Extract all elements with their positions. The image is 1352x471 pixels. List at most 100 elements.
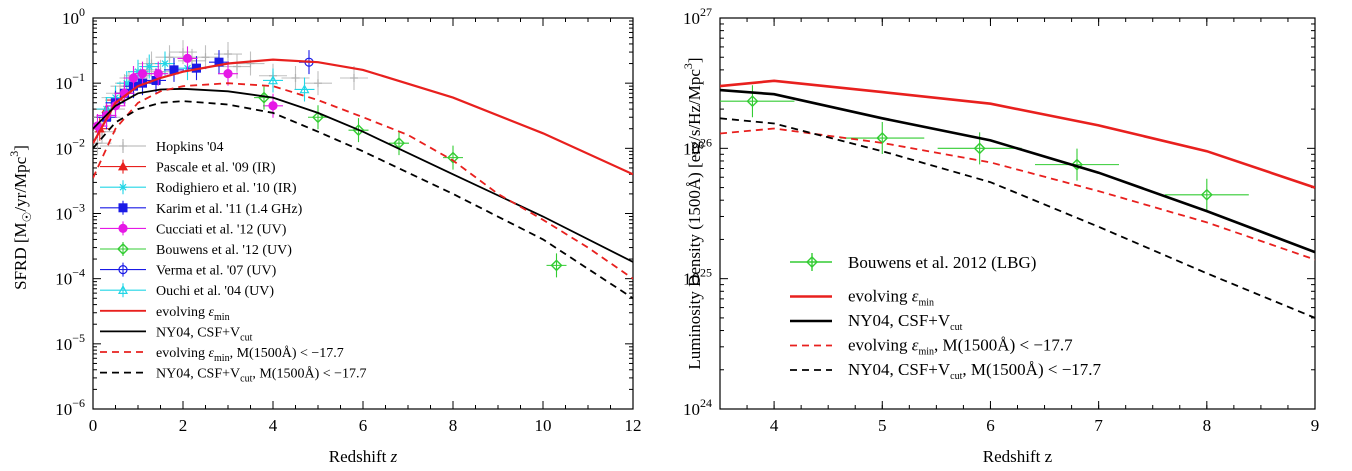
data-point	[314, 79, 322, 88]
data-point	[1071, 158, 1083, 171]
x-tick-label: 8	[449, 416, 458, 435]
legend-label: Rodighiero et al. '10 (IR)	[156, 181, 297, 196]
legend-errorbar	[100, 262, 146, 277]
sfrd-chart: 100 10−1 10−2 10−3 10−4 10−5 10−60 2 4 6 8 10 12 Reds…	[7, 5, 642, 466]
legend-label: evolving εmin	[156, 305, 230, 323]
data-point	[201, 53, 210, 62]
series-line	[93, 87, 633, 263]
x-tick-label: 10	[535, 416, 552, 435]
data-point	[128, 73, 139, 83]
legend-label: Verma et al. '07 (UV)	[156, 264, 277, 279]
legend-marker	[117, 243, 129, 255]
x-tick-label: 5	[878, 416, 887, 435]
series-line	[720, 127, 1315, 261]
data-point	[161, 59, 169, 68]
data-point	[134, 67, 142, 76]
legend-label: Pascale et al. '09 (IR)	[156, 161, 276, 176]
legend-label: Ouchi et al. '04 (UV)	[156, 284, 274, 299]
series-line	[720, 117, 1315, 319]
x-axis-label: Redshift z	[329, 447, 398, 466]
legend-label: evolving εmin, M(1500Å) < −17.7	[156, 345, 344, 364]
x-tick-label: 9	[1311, 416, 1320, 435]
x-tick-label: 4	[269, 416, 278, 435]
y-tick-label: 10−2	[55, 135, 85, 158]
legend-marker	[117, 284, 129, 294]
legend: Hopkins '04 Pascale et al. '09 (IR) Rodigh…	[100, 139, 367, 385]
legend-marker	[118, 265, 128, 275]
y-tick-label: 100	[62, 5, 85, 28]
series-line	[93, 100, 633, 300]
y-tick-label: 10−1	[55, 70, 85, 93]
legend-errorbar	[790, 253, 832, 271]
legend-label: NY04, CSF+Vcut	[156, 325, 253, 343]
x-axis-label: Redshift z	[983, 447, 1053, 466]
x-tick-label: 6	[359, 416, 368, 435]
y-tick-label: 1027	[683, 5, 712, 28]
y-tick-label: 10−4	[55, 266, 85, 289]
data-point	[350, 74, 358, 83]
x-tick-label: 12	[625, 416, 642, 435]
data-point	[447, 151, 459, 164]
error-bar	[1035, 148, 1119, 181]
x-tick-label: 7	[1094, 416, 1103, 435]
model-lines	[93, 58, 633, 300]
x-tick-label: 0	[89, 416, 98, 435]
error-bar	[1164, 178, 1249, 211]
x-tick-label: 6	[986, 416, 995, 435]
legend-label: evolving εmin	[848, 287, 934, 309]
y-tick-label: 1025	[683, 266, 712, 289]
legend-marker	[118, 223, 128, 233]
legend-label: Bouwens et al. 2012 (LBG)	[848, 253, 1036, 272]
data-point	[550, 259, 563, 272]
legend-marker	[806, 256, 818, 268]
data-point	[267, 75, 279, 85]
data-point	[1200, 188, 1213, 201]
data-point	[153, 69, 163, 79]
x-tick-label: 2	[179, 416, 188, 435]
data-point	[312, 111, 324, 124]
data-point	[268, 101, 278, 111]
data-point	[137, 69, 148, 79]
error-bar	[389, 131, 409, 156]
error-bar	[308, 105, 328, 130]
legend-label: Hopkins '04	[156, 140, 223, 155]
legend-marker	[119, 142, 127, 150]
y-tick-label: 10−3	[55, 201, 85, 224]
y-tick-label: 10−6	[55, 396, 85, 419]
legend-label: Bouwens et al. '12 (UV)	[156, 243, 292, 258]
error-bar	[443, 145, 463, 170]
legend: Bouwens et al. 2012 (LBG) evolving εmin NY…	[790, 253, 1102, 382]
data-point	[182, 53, 193, 63]
data-point	[165, 53, 174, 62]
y-tick-label: 1024	[683, 396, 712, 419]
data-point	[223, 69, 233, 79]
series-line	[93, 58, 633, 176]
x-tick-label: 4	[770, 416, 779, 435]
error-bar	[720, 85, 795, 118]
y-tick-label: 10−5	[55, 331, 85, 354]
x-tick-label: 8	[1203, 416, 1212, 435]
data-point	[179, 48, 187, 57]
data-point	[122, 79, 131, 88]
legend-label: Cucciati et al. '12 (UV)	[156, 222, 287, 237]
legend-marker	[119, 183, 127, 192]
y-axis-label: Luminosity Density (1500Å) [erg/s/Hz/Mpc…	[681, 57, 704, 369]
observations	[720, 85, 1249, 211]
error-bar	[840, 122, 925, 155]
legend-label: Karim et al. '11 (1.4 GHz)	[156, 202, 303, 217]
error-bar	[263, 68, 283, 93]
data-point	[145, 62, 154, 71]
y-tick-label: 1026	[683, 135, 712, 158]
observations	[93, 40, 567, 278]
error-bar	[294, 77, 315, 102]
luminosity-density-chart: 1027 1026 1025 1024 4 5 6 7 8 9 Redshift z Luminosi…	[681, 5, 1319, 466]
legend-label: NY04, CSF+Vcut, M(1500Å) < −17.7	[848, 360, 1102, 382]
legend-marker	[117, 161, 129, 171]
y-axis-label: SFRD [M☉/yr/Mpc3]	[7, 145, 34, 290]
data-point	[299, 84, 310, 94]
series-line	[720, 88, 1315, 254]
error-bar	[546, 253, 567, 278]
series-line	[720, 79, 1315, 189]
series-line	[93, 82, 633, 280]
